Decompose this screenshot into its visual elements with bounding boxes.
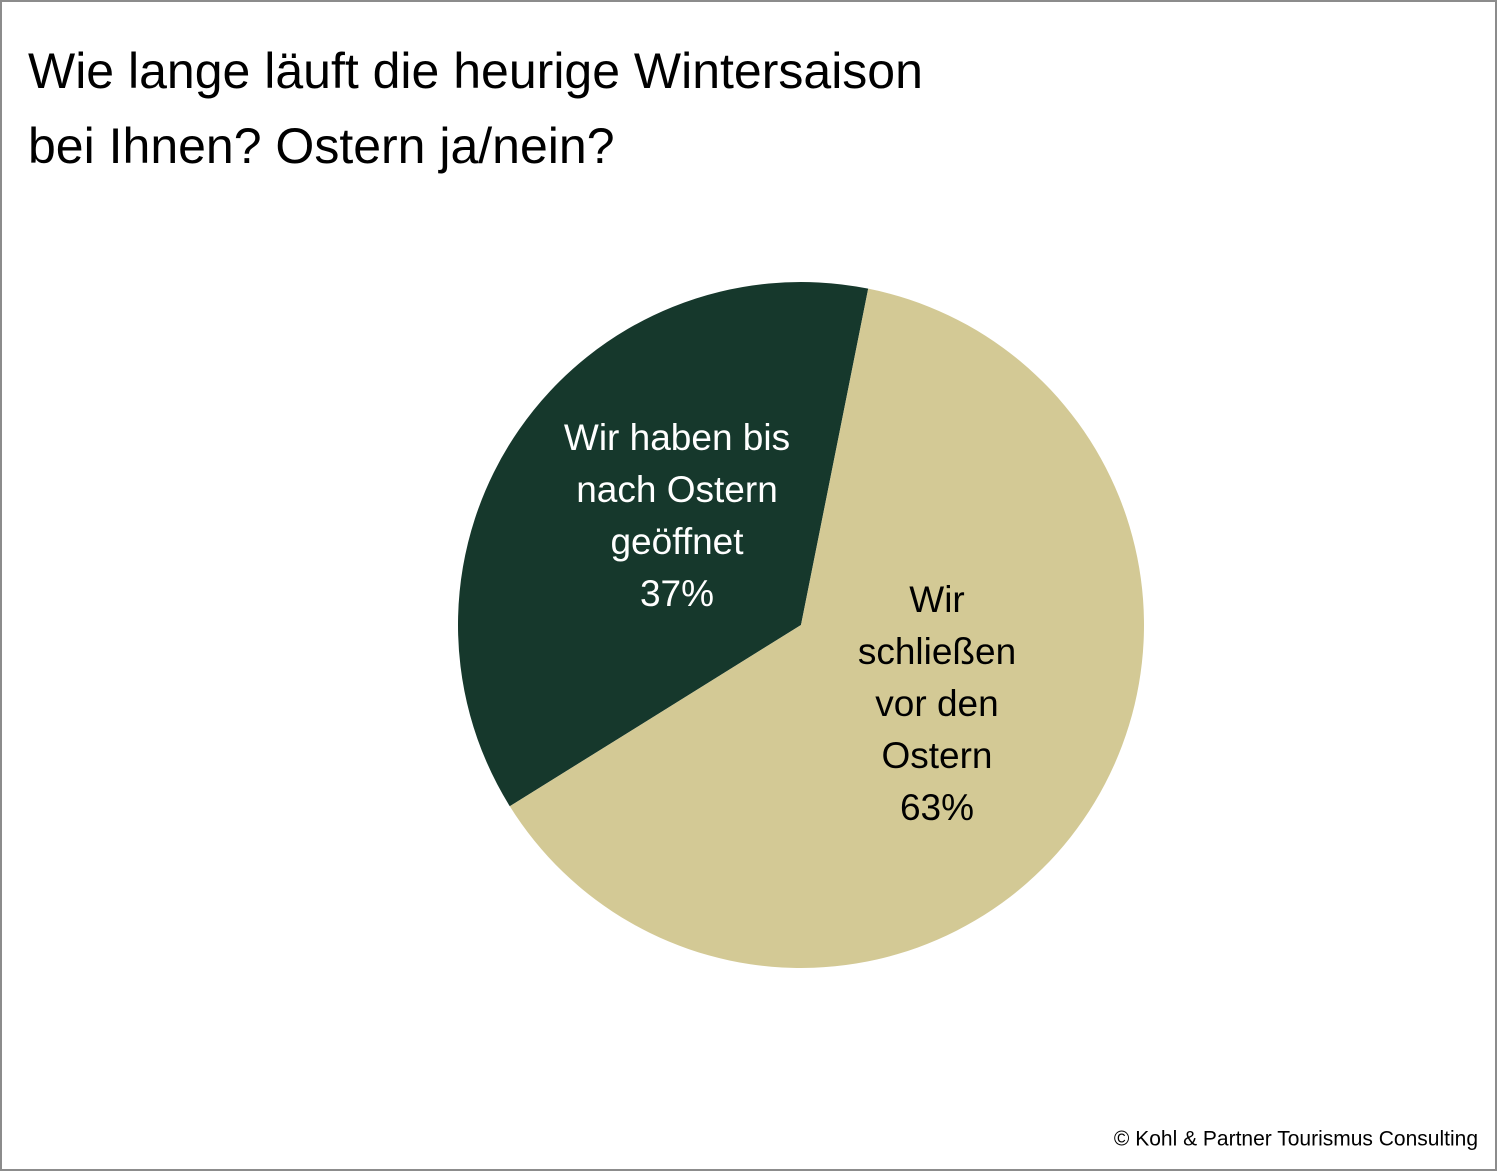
chart-title: Wie lange läuft die heurige Wintersaison… xyxy=(28,43,923,174)
slice-label: Wir schließen vor den Ostern xyxy=(858,579,1016,776)
pie-slice xyxy=(458,282,869,807)
slice-label: Wir haben bis nach Ostern geöffnet xyxy=(564,417,790,562)
value-label: 37% xyxy=(640,573,714,614)
pie-slice xyxy=(509,288,1145,968)
value-label: 63% xyxy=(900,787,974,828)
source: © Kohl & Partner Tourismus Consulting xyxy=(1114,1128,1478,1151)
